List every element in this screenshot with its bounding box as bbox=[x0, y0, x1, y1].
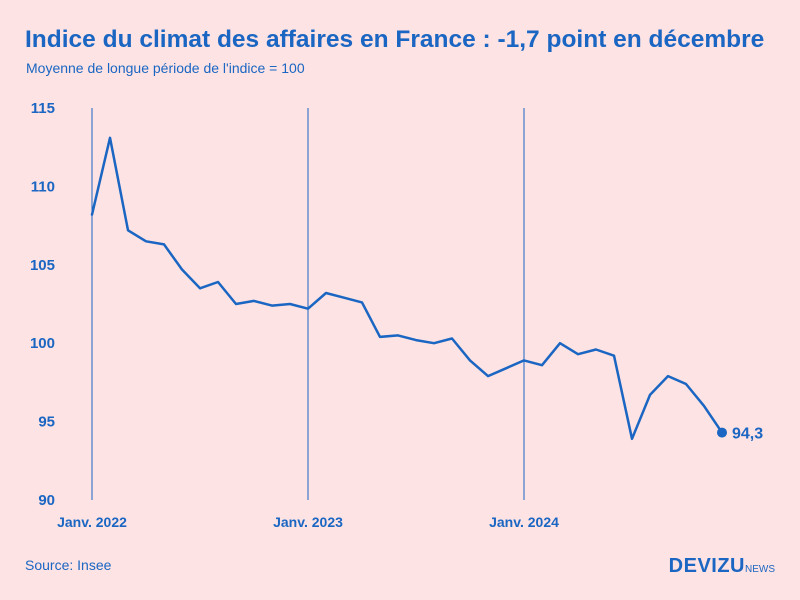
y-tick-label: 110 bbox=[31, 178, 55, 195]
brand-name: DEVIZU bbox=[668, 555, 745, 577]
source-note: Source: Insee bbox=[25, 557, 112, 573]
y-tick-label: 90 bbox=[38, 492, 55, 509]
y-tick-label: 95 bbox=[38, 414, 55, 431]
y-tick-label: 105 bbox=[30, 257, 55, 274]
chart-title: Indice du climat des affaires en France … bbox=[25, 26, 765, 53]
y-tick-label: 115 bbox=[31, 100, 55, 117]
chart-subtitle: Moyenne de longue période de l'indice = … bbox=[26, 60, 305, 76]
y-tick-label: 100 bbox=[30, 335, 55, 352]
brand-logo: DEVIZUNEWS bbox=[669, 555, 775, 578]
index-series-line bbox=[90, 136, 724, 441]
last-value-point bbox=[717, 427, 727, 438]
x-tick-label: Janv. 2022 bbox=[57, 514, 127, 530]
last-value-label: 94,3 bbox=[732, 426, 763, 443]
x-tick-label: Janv. 2024 bbox=[489, 514, 559, 530]
x-tick-label: Janv. 2023 bbox=[273, 514, 343, 530]
brand-suffix: NEWS bbox=[745, 564, 775, 575]
